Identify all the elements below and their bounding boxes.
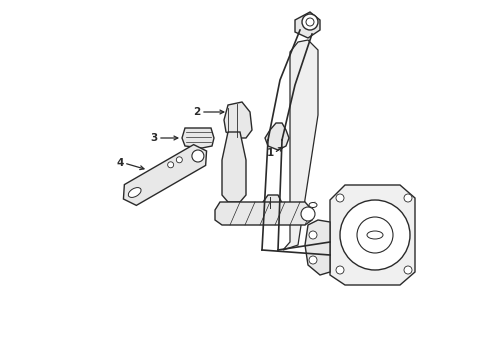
Circle shape — [176, 157, 182, 163]
Ellipse shape — [128, 188, 141, 197]
Circle shape — [339, 200, 409, 270]
Circle shape — [403, 194, 411, 202]
Circle shape — [308, 231, 316, 239]
Polygon shape — [264, 123, 288, 150]
Circle shape — [335, 266, 343, 274]
Circle shape — [302, 14, 317, 30]
Polygon shape — [222, 132, 245, 202]
Polygon shape — [263, 195, 282, 212]
Polygon shape — [215, 202, 311, 225]
Ellipse shape — [366, 231, 382, 239]
Circle shape — [356, 217, 392, 253]
Text: 1: 1 — [266, 148, 273, 158]
Polygon shape — [329, 185, 414, 285]
Polygon shape — [294, 12, 319, 38]
Polygon shape — [123, 145, 206, 206]
Circle shape — [167, 162, 173, 168]
Circle shape — [191, 150, 203, 162]
Circle shape — [305, 18, 313, 26]
Polygon shape — [305, 220, 329, 275]
Text: 4: 4 — [116, 158, 123, 168]
Polygon shape — [224, 102, 251, 138]
Ellipse shape — [308, 202, 316, 207]
Circle shape — [308, 256, 316, 264]
Text: 3: 3 — [150, 133, 157, 143]
Polygon shape — [283, 40, 317, 250]
Text: 2: 2 — [193, 107, 200, 117]
Circle shape — [335, 194, 343, 202]
Polygon shape — [182, 128, 214, 148]
Circle shape — [301, 207, 314, 221]
Circle shape — [403, 266, 411, 274]
